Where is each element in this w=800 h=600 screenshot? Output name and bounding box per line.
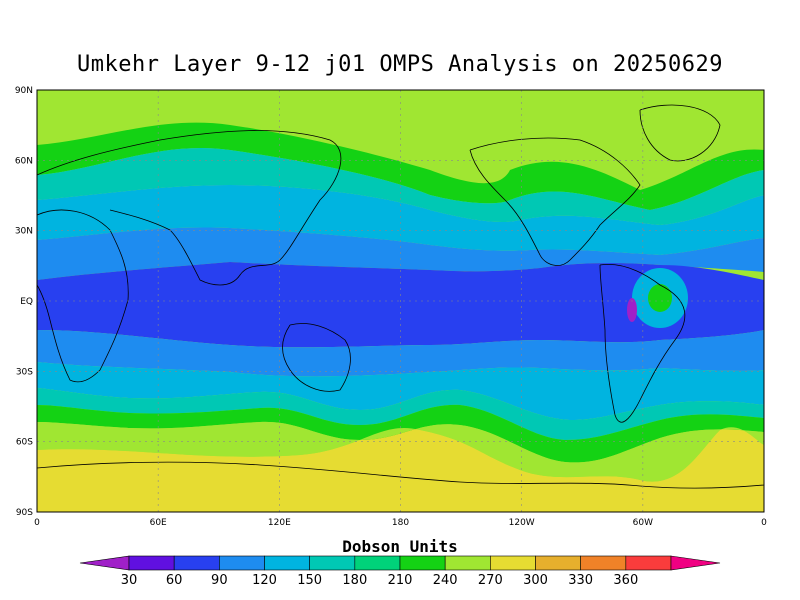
lat-tick-label: 90N — [15, 86, 33, 96]
contour-spot-30 — [627, 298, 637, 322]
lon-tick-label: 60E — [150, 518, 167, 528]
coast-eurasia — [36, 130, 342, 286]
lon-tick-label: 0 — [761, 518, 767, 528]
lon-tick-label: 120W — [509, 518, 535, 528]
colorbar-swatch — [444, 555, 491, 571]
lat-tick-label: EQ — [20, 297, 33, 307]
coast-antarctica — [36, 461, 765, 489]
latitude-labels: 90N 60N 30N EQ 30S 60S 90S — [15, 86, 33, 518]
coast-greenland — [639, 104, 721, 162]
colorbar-swatch — [309, 555, 356, 571]
colorbar-tick-labels: 30 60 90 120 150 180 210 240 270 300 330 360 — [121, 573, 639, 588]
coast-africa — [36, 209, 129, 383]
colorbar-tick-label: 300 — [523, 573, 548, 588]
colorbar-tick-label: 90 — [211, 573, 228, 588]
coast-south-america — [599, 264, 686, 423]
colorbar-arrow-high — [670, 555, 721, 571]
lon-tick-label: 0 — [34, 518, 40, 528]
lat-tick-label: 30N — [15, 227, 33, 237]
colorbar-swatch — [219, 555, 265, 571]
colorbar-swatch — [535, 555, 581, 571]
colorbar-swatch — [625, 555, 672, 571]
colorbar-tick-label: 330 — [568, 573, 593, 588]
colorbar-swatch — [490, 555, 536, 571]
colorbar — [79, 555, 721, 571]
colorbar-tick-label: 180 — [342, 573, 367, 588]
lon-tick-label: 180 — [392, 518, 409, 528]
lon-tick-label: 120E — [268, 518, 291, 528]
coast-australia — [282, 323, 351, 392]
colorbar-tick-label: 270 — [478, 573, 503, 588]
lat-tick-label: 30S — [16, 367, 33, 377]
graticule — [37, 90, 764, 512]
contour-spot-210 — [648, 284, 672, 312]
colorbar-tick-label: 360 — [613, 573, 638, 588]
colorbar-swatch — [128, 555, 175, 571]
colorbar-units-label: Dobson Units — [342, 537, 458, 556]
colorbar-tick-label: 210 — [388, 573, 413, 588]
colorbar-tick-label: 120 — [252, 573, 277, 588]
lat-tick-label: 60S — [16, 438, 33, 448]
contour-band-150-north — [37, 185, 764, 255]
lat-tick-label: 60N — [15, 156, 33, 166]
colorbar-swatch — [264, 555, 310, 571]
colorbar-swatch — [580, 555, 627, 571]
contour-band-210-south — [37, 404, 764, 463]
colorbar-arrow-low — [79, 555, 130, 571]
colorbar-tick-label: 150 — [297, 573, 322, 588]
map-frame — [36, 89, 765, 513]
colorbar-tick-label: 240 — [433, 573, 458, 588]
colorbar-swatch — [399, 555, 446, 571]
map-title: Umkehr Layer 9-12 j01 OMPS Analysis on 2… — [76, 52, 724, 77]
contour-band-240-south — [37, 421, 764, 482]
colorbar-swatch — [173, 555, 220, 571]
colorbar-tick-label: 30 — [121, 573, 138, 588]
longitude-labels: 0 60E 120E 180 120W 60W 0 — [34, 518, 767, 528]
colorbar-tick-label: 60 — [166, 573, 183, 588]
contour-band-90-tropics — [37, 262, 764, 348]
contour-band-210-north — [37, 122, 764, 210]
colorbar-swatch — [354, 555, 401, 571]
lon-tick-label: 60W — [633, 518, 653, 528]
contour-band-120-south — [37, 330, 764, 377]
coast-north-america — [469, 137, 641, 266]
coastlines — [36, 104, 765, 489]
lat-tick-label: 90S — [16, 508, 33, 518]
